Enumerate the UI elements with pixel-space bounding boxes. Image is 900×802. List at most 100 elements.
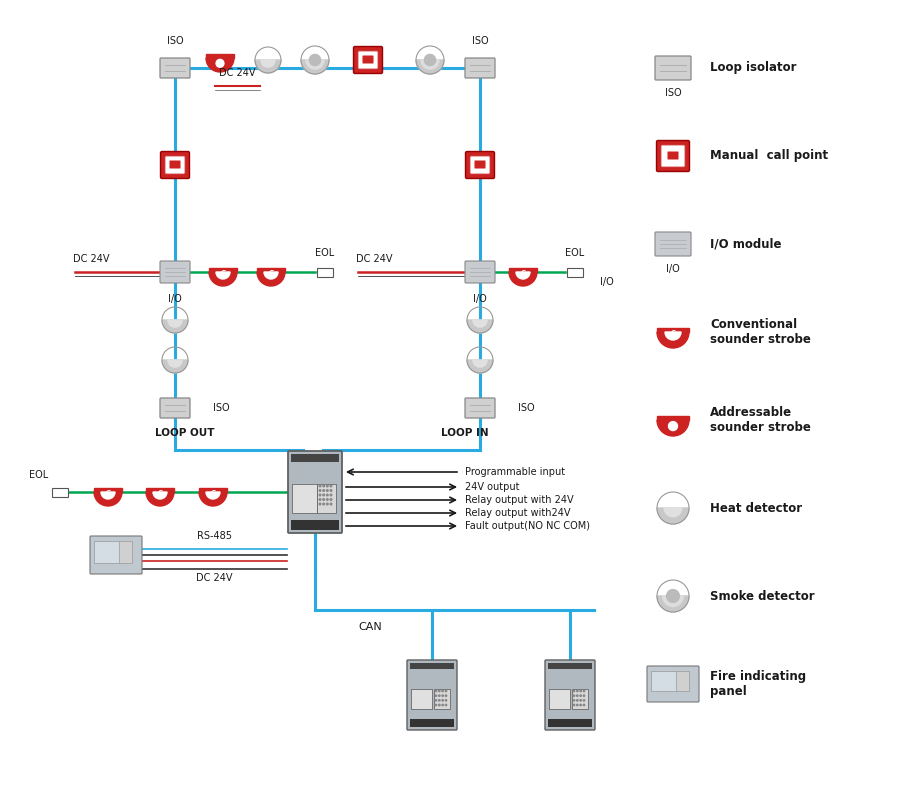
- Circle shape: [577, 699, 578, 701]
- Wedge shape: [665, 332, 681, 340]
- Wedge shape: [416, 60, 444, 74]
- Circle shape: [330, 490, 332, 492]
- Text: I/O: I/O: [168, 294, 182, 304]
- Bar: [657, 328, 689, 332]
- Circle shape: [323, 485, 325, 487]
- Text: Smoke detector: Smoke detector: [710, 589, 814, 602]
- Circle shape: [573, 704, 575, 706]
- Wedge shape: [146, 492, 174, 506]
- Circle shape: [327, 490, 328, 492]
- Bar: [52, 488, 68, 496]
- Bar: [411, 689, 432, 710]
- Wedge shape: [167, 360, 182, 367]
- Text: EOL: EOL: [565, 248, 584, 258]
- FancyBboxPatch shape: [655, 56, 691, 80]
- FancyBboxPatch shape: [90, 536, 142, 574]
- Circle shape: [216, 59, 224, 67]
- Bar: [410, 663, 454, 669]
- Circle shape: [583, 699, 585, 701]
- Bar: [146, 488, 174, 492]
- Text: Conventional
sounder strobe: Conventional sounder strobe: [710, 318, 811, 346]
- Circle shape: [669, 422, 678, 431]
- FancyBboxPatch shape: [358, 51, 378, 69]
- Bar: [317, 484, 336, 512]
- Circle shape: [323, 494, 325, 496]
- Bar: [292, 484, 317, 512]
- Text: C: C: [220, 270, 226, 276]
- FancyBboxPatch shape: [465, 398, 495, 418]
- Bar: [199, 488, 227, 492]
- FancyBboxPatch shape: [160, 398, 190, 418]
- Text: DC 24V: DC 24V: [219, 68, 256, 78]
- Wedge shape: [657, 596, 689, 612]
- Circle shape: [327, 485, 328, 487]
- Text: Heat detector: Heat detector: [710, 501, 802, 515]
- Text: I/O: I/O: [473, 294, 487, 304]
- Circle shape: [573, 699, 575, 701]
- Text: Fire indicating
panel: Fire indicating panel: [710, 670, 806, 698]
- Wedge shape: [509, 272, 537, 286]
- Circle shape: [577, 704, 578, 706]
- Text: DC 24V: DC 24V: [196, 573, 232, 583]
- Bar: [94, 541, 120, 562]
- Bar: [94, 488, 122, 492]
- Circle shape: [330, 494, 332, 496]
- Wedge shape: [516, 272, 530, 279]
- Wedge shape: [421, 60, 439, 69]
- Text: C: C: [268, 270, 274, 276]
- Wedge shape: [261, 60, 275, 67]
- Text: DC 24V: DC 24V: [73, 254, 110, 264]
- Text: ISO: ISO: [518, 403, 535, 413]
- Circle shape: [583, 704, 585, 706]
- FancyBboxPatch shape: [165, 156, 185, 174]
- FancyBboxPatch shape: [363, 55, 374, 63]
- Text: Programmable input: Programmable input: [465, 467, 565, 477]
- Text: Loop isolator: Loop isolator: [710, 62, 796, 75]
- FancyBboxPatch shape: [656, 140, 689, 172]
- Bar: [657, 416, 689, 420]
- Text: LOOP IN: LOOP IN: [441, 428, 489, 438]
- FancyBboxPatch shape: [465, 152, 494, 179]
- Text: C: C: [158, 490, 163, 496]
- Bar: [548, 719, 592, 727]
- FancyBboxPatch shape: [407, 660, 457, 730]
- Text: I/O module: I/O module: [710, 237, 781, 250]
- Wedge shape: [101, 492, 115, 499]
- Circle shape: [583, 695, 585, 696]
- Wedge shape: [264, 272, 278, 279]
- Text: LOOP OUT: LOOP OUT: [155, 428, 215, 438]
- Wedge shape: [467, 320, 493, 333]
- Bar: [676, 671, 688, 691]
- Bar: [567, 268, 583, 277]
- Wedge shape: [167, 320, 182, 327]
- Circle shape: [577, 695, 578, 696]
- Bar: [291, 454, 339, 462]
- Circle shape: [330, 503, 332, 504]
- Wedge shape: [257, 272, 285, 286]
- Bar: [572, 689, 589, 710]
- Text: ISO: ISO: [213, 403, 230, 413]
- Circle shape: [330, 499, 332, 500]
- Circle shape: [667, 589, 680, 602]
- Circle shape: [323, 499, 325, 500]
- FancyBboxPatch shape: [655, 232, 691, 256]
- FancyBboxPatch shape: [160, 261, 190, 283]
- Wedge shape: [162, 360, 188, 373]
- Wedge shape: [301, 60, 329, 74]
- Wedge shape: [216, 272, 230, 279]
- Wedge shape: [94, 492, 122, 506]
- Wedge shape: [472, 320, 487, 327]
- Circle shape: [438, 695, 440, 696]
- FancyBboxPatch shape: [474, 160, 485, 168]
- Bar: [434, 689, 450, 710]
- FancyBboxPatch shape: [647, 666, 699, 702]
- Circle shape: [425, 55, 436, 66]
- FancyBboxPatch shape: [354, 47, 382, 74]
- Text: C: C: [105, 490, 111, 496]
- Text: Relay output with 24V: Relay output with 24V: [465, 495, 573, 505]
- Wedge shape: [472, 360, 487, 367]
- FancyBboxPatch shape: [160, 58, 190, 78]
- Text: RS-485: RS-485: [196, 531, 231, 541]
- Wedge shape: [306, 60, 324, 69]
- Text: ISO: ISO: [166, 36, 184, 46]
